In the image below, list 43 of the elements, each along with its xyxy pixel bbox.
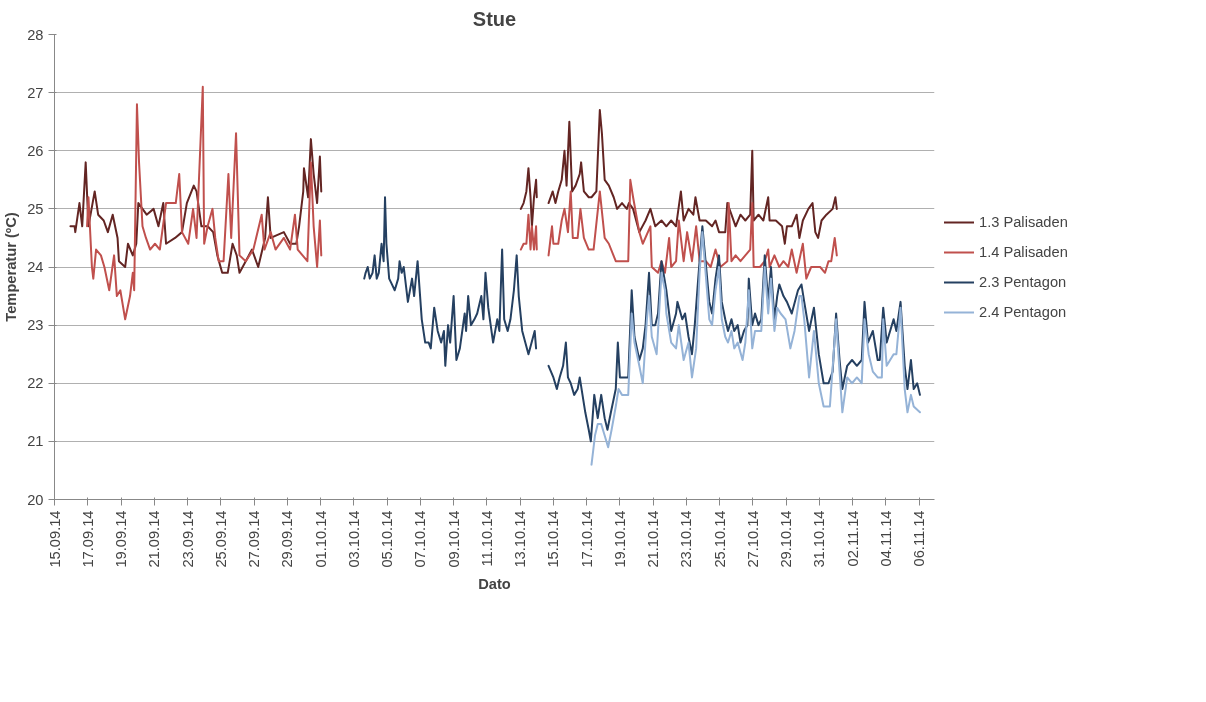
chart-title: Stue [472,7,517,30]
y-tick-label: 23 [27,317,44,334]
x-tick-label: 07.10.14 [412,510,429,568]
x-tick-label: 06.11.14 [911,510,928,567]
x-tick-label: 19.09.14 [113,510,130,568]
x-tick-label: 25.09.14 [212,510,229,568]
x-tick-label: 03.10.14 [345,510,362,568]
y-tick-label: 25 [27,200,44,217]
x-tick-label: 23.09.14 [179,510,196,568]
x-tick-label: 27.09.14 [246,510,263,568]
y-tick-label: 27 [27,84,44,101]
y-tick-label: 26 [27,142,44,159]
x-tick-label: 05.10.14 [379,510,396,568]
x-tick-label: 23.10.14 [678,510,695,568]
x-tick-label: 25.10.14 [711,510,728,568]
x-tick-label: 21.09.14 [146,510,163,568]
y-tick-label: 24 [27,259,44,275]
legend-label: 1.4 Palisaden [979,243,1068,260]
legend-label: 2.3 Pentagon [979,273,1067,290]
x-tick-label: 13.10.14 [512,510,529,568]
x-tick-label: 17.10.14 [578,510,595,568]
x-tick-label: 11.10.14 [478,510,495,567]
x-tick-label: 29.09.14 [279,510,296,568]
x-tick-label: 21.10.14 [645,510,662,568]
x-tick-label: 15.09.14 [46,510,63,568]
y-tick-label: 22 [27,375,44,392]
x-tick-label: 09.10.14 [445,510,462,568]
x-tick-label: 01.10.14 [312,510,329,568]
x-tick-label: 31.10.14 [811,510,828,568]
x-tick-label: 17.09.14 [79,510,96,568]
x-tick-label: 29.10.14 [778,510,795,568]
x-tick-label: 27.10.14 [744,510,761,568]
x-axis-title: Dato [478,575,511,592]
y-axis-title: Temperatur (ºC) [3,212,20,322]
legend-label: 1.3 Palisaden [979,213,1068,230]
y-tick-label: 21 [27,433,44,450]
x-tick-label: 19.10.14 [611,510,628,568]
legend-label: 2.4 Pentagon [979,303,1067,320]
x-tick-label: 04.11.14 [878,510,894,567]
x-tick-label: 15.10.14 [545,510,562,568]
x-tick-label: 02.11.14 [844,510,861,567]
y-tick-label: 28 [27,26,44,43]
y-tick-label: 20 [27,491,44,508]
